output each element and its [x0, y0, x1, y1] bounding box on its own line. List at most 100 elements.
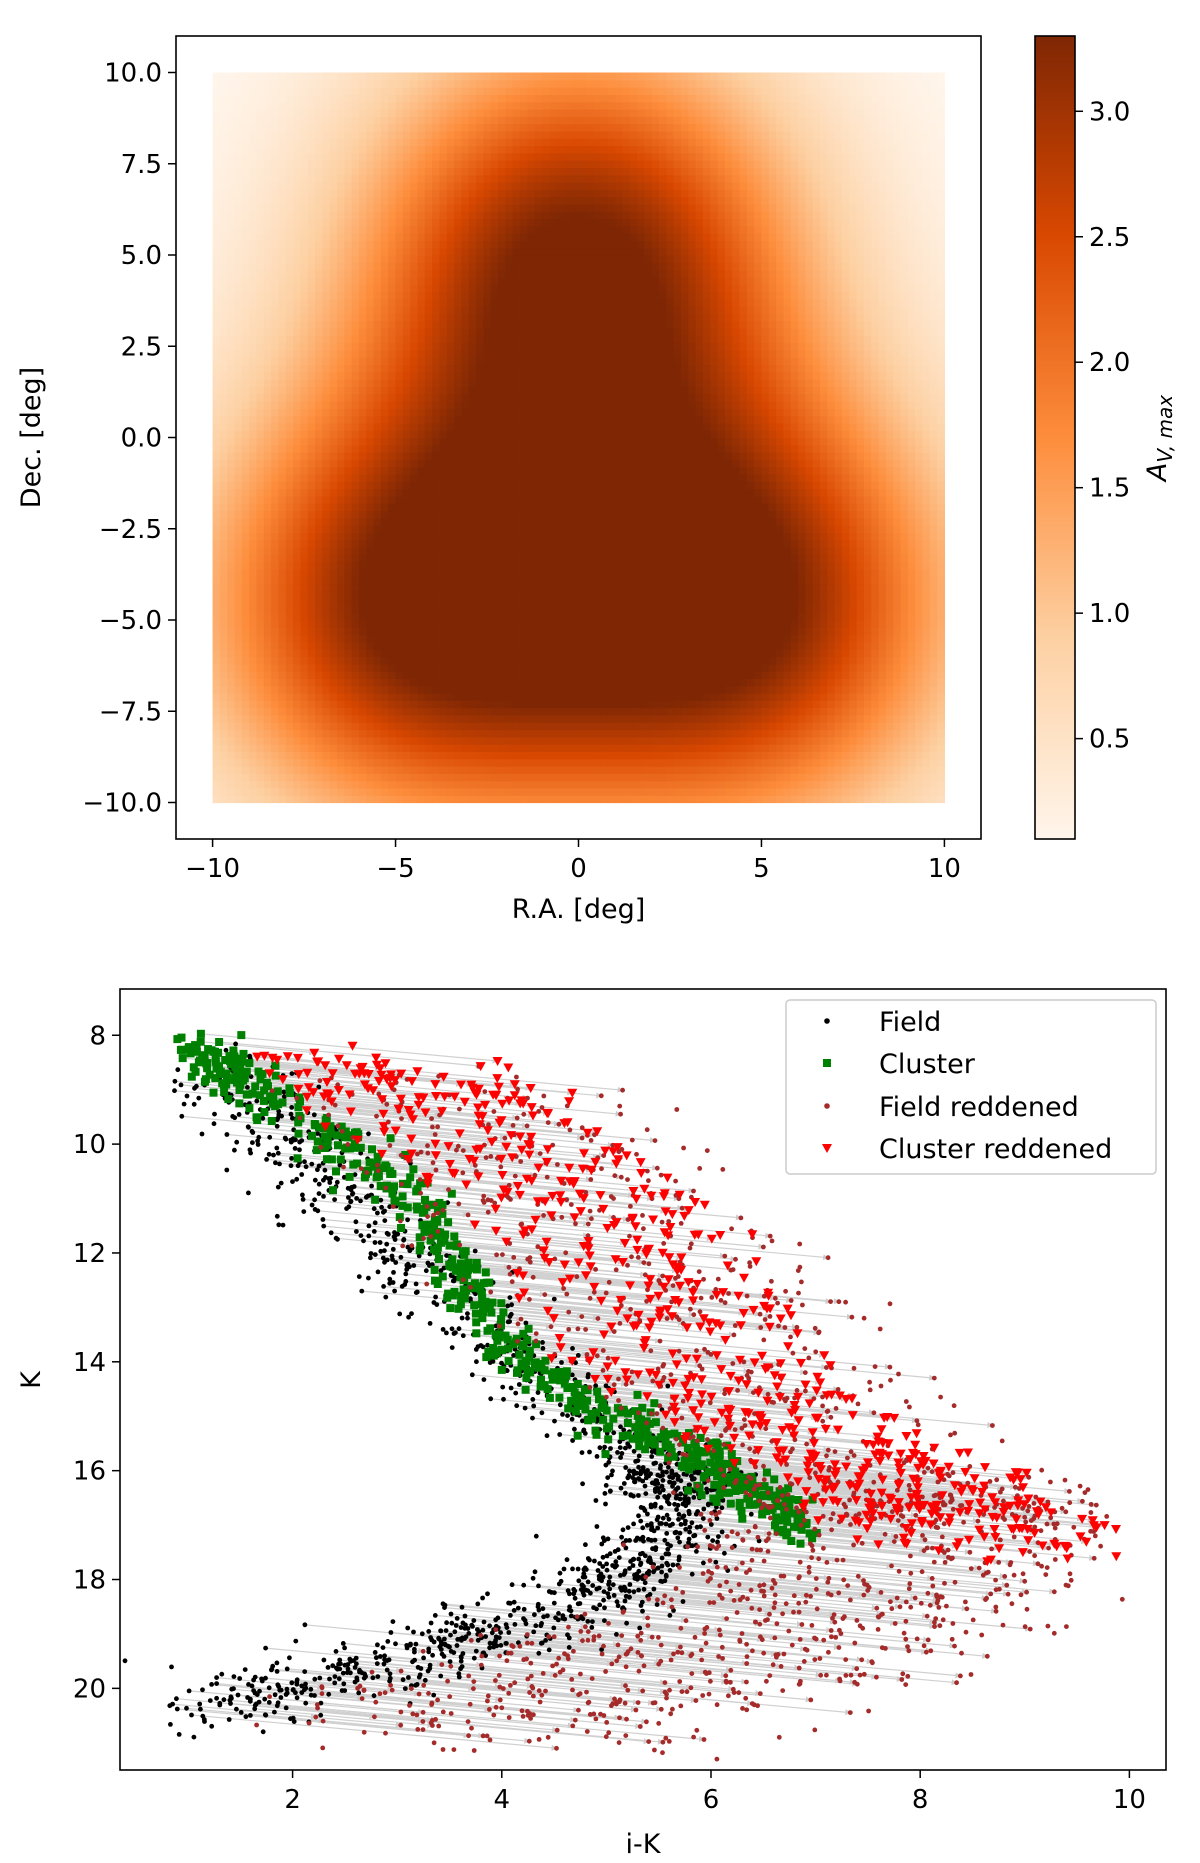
map-cell [468, 627, 477, 636]
map-cell [263, 393, 272, 402]
map-cell [285, 693, 294, 701]
map-cell [498, 138, 506, 147]
map-cell [271, 189, 280, 198]
map-cell [549, 189, 558, 198]
map-cell [432, 488, 441, 497]
map-cell [454, 707, 463, 716]
map-cell [476, 532, 484, 541]
map-cell [249, 671, 258, 679]
map-cell [366, 678, 375, 687]
map-cell [461, 269, 470, 278]
map-cell [337, 269, 345, 278]
map-cell [519, 634, 528, 643]
map-cell [307, 116, 316, 125]
map-cell [468, 758, 477, 767]
map-cell [249, 284, 258, 293]
map-cell [263, 386, 272, 395]
map-cell [519, 328, 528, 336]
map-cell [366, 291, 375, 300]
map-cell [351, 79, 360, 88]
map-cell [263, 371, 272, 380]
map-cell [534, 722, 543, 731]
map-cell [527, 693, 536, 701]
map-cell [241, 452, 250, 460]
map-cell [512, 714, 521, 723]
map-cell [446, 379, 455, 387]
map-cell [541, 547, 550, 555]
map-cell [490, 495, 499, 504]
map-cell [300, 656, 309, 665]
map-cell [527, 641, 536, 650]
map-cell [351, 328, 360, 336]
map-cell [329, 109, 338, 117]
map-cell [285, 452, 294, 460]
map-cell [219, 576, 228, 585]
map-cell [468, 634, 477, 643]
map-cell [307, 707, 316, 716]
map-cell [468, 503, 477, 512]
map-cell [476, 211, 484, 220]
map-cell [512, 678, 521, 687]
map-cell [571, 182, 580, 190]
map-cell [395, 444, 404, 453]
map-cell [541, 590, 550, 599]
map-cell [227, 298, 236, 307]
map-cell [329, 787, 338, 796]
extinction-map-panel: −10 −5 0 5 10 10.07.55.02.50.0−2.5−5.0−7.5−1… [16, 35, 1177, 925]
map-cell [541, 751, 550, 760]
map-cell [300, 167, 309, 176]
map-cell [300, 174, 309, 183]
map-cell [271, 766, 280, 774]
map-cell [388, 634, 397, 643]
map-cell [249, 437, 258, 446]
map-cell [234, 517, 243, 526]
map-cell [490, 437, 499, 446]
map-cell [549, 79, 558, 88]
map-cell [505, 313, 514, 322]
map-cell [227, 634, 236, 643]
map-cell [366, 627, 375, 636]
map-cell [571, 525, 580, 533]
map-cell [263, 225, 272, 234]
map-cell [388, 583, 397, 592]
map-cell [366, 284, 375, 293]
map-cell [454, 488, 463, 497]
map-cell [285, 320, 294, 329]
map-cell [571, 364, 580, 373]
map-cell [329, 269, 338, 278]
map-cell [402, 255, 411, 263]
map-cell [300, 335, 309, 344]
map-cell [234, 598, 243, 606]
map-cell [358, 233, 367, 241]
map-cell [212, 262, 221, 271]
map-cell [315, 152, 323, 161]
map-cell [300, 452, 309, 460]
map-cell [556, 598, 565, 606]
map-cell [351, 488, 360, 497]
map-cell [293, 671, 302, 679]
map-cell [293, 605, 302, 614]
map-cell [483, 649, 492, 658]
map-cell [410, 795, 419, 804]
map-cell [556, 495, 565, 504]
map-cell [541, 79, 550, 88]
map-cell [410, 298, 419, 307]
map-cell [227, 218, 236, 227]
map-cell [351, 152, 360, 161]
map-cell [351, 240, 360, 249]
map-cell [293, 663, 302, 672]
map-cell [234, 729, 243, 738]
map-cell [527, 415, 536, 424]
map-cell [241, 722, 250, 731]
map-cell [241, 437, 250, 446]
map-cell [549, 678, 558, 687]
map-cell [417, 780, 426, 789]
map-cell [380, 722, 389, 731]
map-cell [344, 94, 353, 103]
map-cell [307, 328, 316, 336]
map-cell [285, 780, 294, 789]
map-cell [329, 605, 338, 614]
map-cell [249, 255, 258, 263]
map-cell [388, 328, 397, 336]
map-cell [439, 189, 448, 198]
